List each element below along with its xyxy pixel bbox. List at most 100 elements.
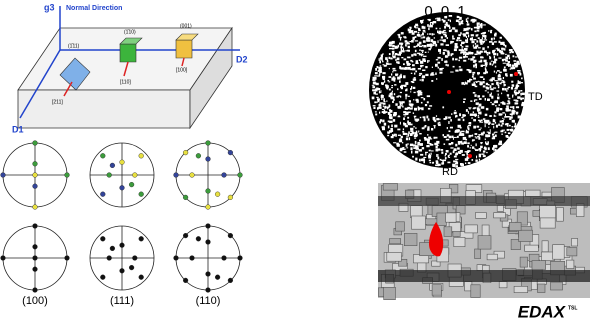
speck <box>481 120 483 122</box>
speck <box>496 110 499 111</box>
speck <box>414 73 415 75</box>
speck <box>499 141 502 143</box>
speck <box>488 127 489 128</box>
pole-point <box>196 236 201 241</box>
speck <box>471 52 474 54</box>
pole-point <box>139 236 144 241</box>
speck <box>414 26 416 28</box>
speck <box>492 147 494 149</box>
speck <box>458 34 461 36</box>
grain <box>553 245 565 260</box>
speck <box>393 76 395 78</box>
speck <box>444 61 447 63</box>
speck <box>484 121 486 123</box>
pole-point <box>206 224 211 229</box>
speck <box>472 76 474 78</box>
speck <box>453 66 455 68</box>
speck <box>515 102 518 104</box>
speck <box>450 147 453 148</box>
speck <box>386 63 389 64</box>
speck <box>382 109 385 110</box>
speck <box>490 31 492 33</box>
speck <box>408 46 410 48</box>
speck <box>433 117 436 120</box>
speck <box>488 30 489 32</box>
speck <box>395 103 397 106</box>
speck <box>473 108 475 109</box>
speck <box>498 78 500 79</box>
speck <box>468 111 469 114</box>
speck <box>425 104 427 106</box>
speck <box>460 32 462 34</box>
speck <box>383 105 384 107</box>
speck <box>410 128 413 131</box>
pole-point <box>33 224 38 229</box>
speck <box>511 87 513 90</box>
speck <box>419 140 421 142</box>
grain <box>540 205 556 218</box>
grain <box>520 257 527 267</box>
speck <box>485 139 486 140</box>
speck <box>503 103 505 105</box>
speck <box>418 28 419 31</box>
speck <box>429 150 431 152</box>
speck <box>411 40 414 43</box>
speck <box>461 51 462 53</box>
speck <box>425 52 427 53</box>
speck <box>462 154 465 156</box>
speck <box>393 99 394 101</box>
speck <box>434 126 435 128</box>
speck <box>389 114 392 116</box>
speck <box>478 117 480 118</box>
pole-figures <box>1 141 243 293</box>
speck <box>464 48 467 51</box>
speck <box>384 123 386 126</box>
speck <box>505 54 506 55</box>
speck <box>458 21 460 23</box>
speck <box>463 60 466 62</box>
speck <box>500 108 502 110</box>
speck <box>465 56 468 57</box>
speck <box>491 123 494 125</box>
speck <box>406 97 407 100</box>
speck <box>501 134 502 135</box>
speck <box>512 110 514 111</box>
speck <box>460 163 463 166</box>
speck <box>414 92 416 93</box>
speck <box>450 119 452 121</box>
speck <box>389 48 392 49</box>
pole-point <box>107 256 112 261</box>
speck <box>409 137 410 140</box>
speck <box>399 139 402 142</box>
speck <box>510 74 513 77</box>
speck <box>452 136 454 138</box>
speck <box>399 81 401 83</box>
speck <box>458 119 461 121</box>
speck <box>470 39 471 40</box>
speck <box>512 95 513 98</box>
speck <box>434 137 437 139</box>
speck <box>405 94 407 97</box>
speck <box>473 61 476 63</box>
speck <box>473 119 476 121</box>
speck <box>458 143 460 145</box>
speck <box>506 135 509 137</box>
speck <box>400 103 402 105</box>
speck <box>418 68 421 70</box>
speck <box>452 27 455 29</box>
speck <box>482 37 483 39</box>
speck <box>480 122 483 123</box>
speck <box>476 40 478 42</box>
grain <box>529 254 539 261</box>
speck <box>419 149 422 151</box>
speck <box>506 105 509 107</box>
speck <box>446 64 447 66</box>
speck <box>437 156 439 158</box>
speck <box>488 84 490 85</box>
speck <box>415 40 418 41</box>
speck <box>513 60 516 62</box>
speck <box>421 37 423 38</box>
speck <box>410 124 413 126</box>
speck <box>427 33 428 35</box>
speck <box>495 149 497 152</box>
